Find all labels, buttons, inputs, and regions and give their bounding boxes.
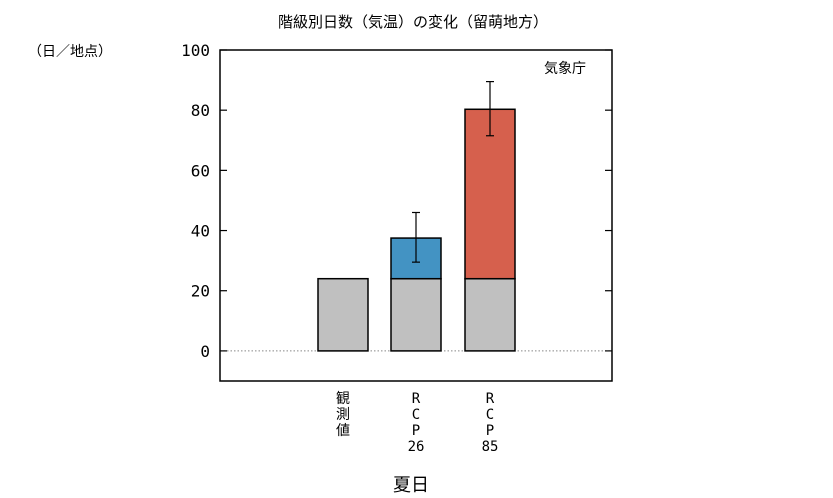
x-category-label-line: C bbox=[486, 407, 494, 423]
x-category-label-line: P bbox=[486, 423, 494, 439]
x-axis-group-label: 夏日 bbox=[393, 475, 429, 496]
bar-increase-2 bbox=[464, 108, 516, 280]
chart-title: 階級別日数（気温）の変化（留萌地方） bbox=[278, 13, 548, 31]
x-category-label-line: 26 bbox=[408, 439, 425, 455]
bar-base-0 bbox=[317, 277, 369, 352]
x-category-label-line: 値 bbox=[336, 423, 350, 439]
x-category-label-line: C bbox=[412, 407, 420, 423]
x-category-label-line: P bbox=[412, 423, 420, 439]
error-bar-2 bbox=[486, 80, 494, 137]
y-tick-label: 20 bbox=[191, 282, 210, 301]
x-category-label-line: R bbox=[412, 391, 421, 407]
y-tick-label: 0 bbox=[200, 342, 210, 361]
y-tick-label: 80 bbox=[191, 101, 210, 120]
x-category-label-0: 観測値 bbox=[336, 390, 350, 439]
bar-base-2 bbox=[464, 277, 516, 352]
y-axis-unit-label: （日／地点） bbox=[28, 44, 112, 60]
plot-frame bbox=[219, 49, 613, 382]
y-tick-label: 100 bbox=[181, 41, 210, 60]
x-category-label-line: 85 bbox=[482, 439, 499, 455]
y-tick-label: 60 bbox=[191, 161, 210, 180]
bar-base-1 bbox=[390, 277, 442, 352]
y-tick-label: 40 bbox=[191, 222, 210, 241]
x-category-label-line: 測 bbox=[336, 407, 350, 423]
x-category-label-line: 観 bbox=[336, 390, 350, 407]
source-label: 気象庁 bbox=[544, 61, 586, 77]
x-category-label-line: R bbox=[486, 391, 495, 407]
error-bar-1 bbox=[412, 211, 420, 263]
